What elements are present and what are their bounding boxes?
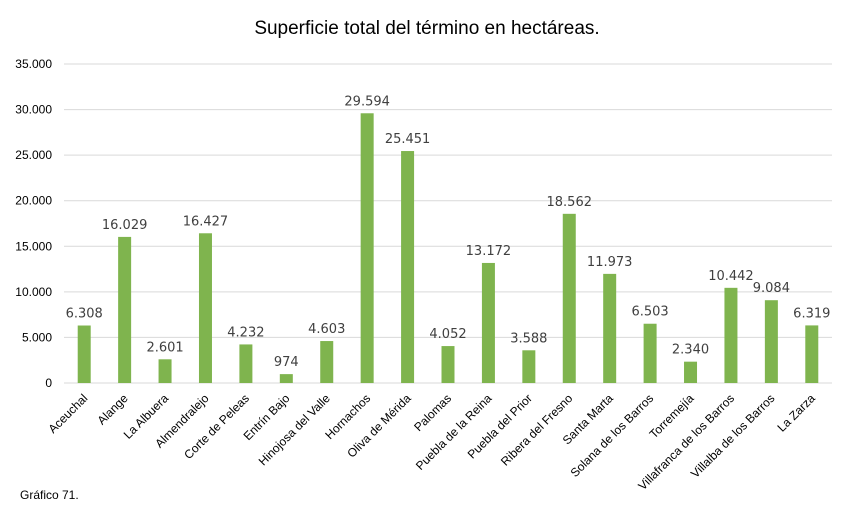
data-label: 6.319 <box>793 306 830 321</box>
y-tick-label: 30.000 <box>15 103 52 117</box>
data-label: 18.562 <box>547 195 593 210</box>
figure-caption: Gráfico 71. <box>20 488 79 502</box>
bar <box>562 213 576 383</box>
bar <box>764 300 778 383</box>
bar <box>684 361 698 383</box>
data-label: 11.973 <box>587 255 633 270</box>
bar <box>643 323 657 383</box>
data-label: 16.427 <box>183 214 229 229</box>
bar <box>198 233 212 383</box>
data-label: 6.503 <box>631 305 668 320</box>
bar <box>320 341 334 383</box>
y-tick-label: 35.000 <box>15 57 52 71</box>
bar <box>805 325 819 383</box>
data-label: 3.588 <box>510 331 547 346</box>
data-label: 25.451 <box>385 132 431 147</box>
data-label: 10.442 <box>708 269 754 284</box>
bar <box>158 359 172 383</box>
x-tick-label: La Zarza <box>775 391 819 435</box>
data-label: 29.594 <box>344 94 390 109</box>
y-tick-label: 0 <box>45 376 52 390</box>
bar <box>724 287 738 383</box>
data-label: 16.029 <box>102 218 148 233</box>
data-label: 6.308 <box>66 307 103 322</box>
x-tick-label: Aceuchal <box>46 391 91 436</box>
data-label: 2.601 <box>146 340 183 355</box>
y-tick-label: 20.000 <box>15 194 52 208</box>
x-tick-label: Puebla de la Reina <box>413 391 495 473</box>
data-label: 974 <box>274 355 299 370</box>
chart-title: Superficie total del término en hectárea… <box>254 18 600 39</box>
data-label: 4.052 <box>429 327 466 342</box>
data-label: 4.232 <box>227 325 264 340</box>
x-tick-label: Hinojosa del Valle <box>256 391 333 468</box>
bar <box>77 325 91 383</box>
data-label: 9.084 <box>753 281 790 296</box>
y-tick-label: 25.000 <box>15 148 52 162</box>
y-tick-label: 15.000 <box>15 239 52 253</box>
bar <box>279 374 293 383</box>
bar <box>441 346 455 383</box>
y-tick-label: 10.000 <box>15 285 52 299</box>
bar <box>239 344 253 383</box>
bar <box>401 151 415 383</box>
data-label: 13.172 <box>466 244 512 259</box>
x-tick-label: Alange <box>94 391 131 428</box>
data-label: 4.603 <box>308 322 345 337</box>
bar <box>522 350 536 383</box>
bar <box>360 113 374 384</box>
y-tick-label: 5.000 <box>22 330 52 344</box>
x-tick-label: Ribera del Fresno <box>498 391 576 469</box>
bar <box>603 273 617 383</box>
bar <box>481 262 495 383</box>
bar <box>118 236 132 383</box>
data-label: 2.340 <box>672 343 709 358</box>
